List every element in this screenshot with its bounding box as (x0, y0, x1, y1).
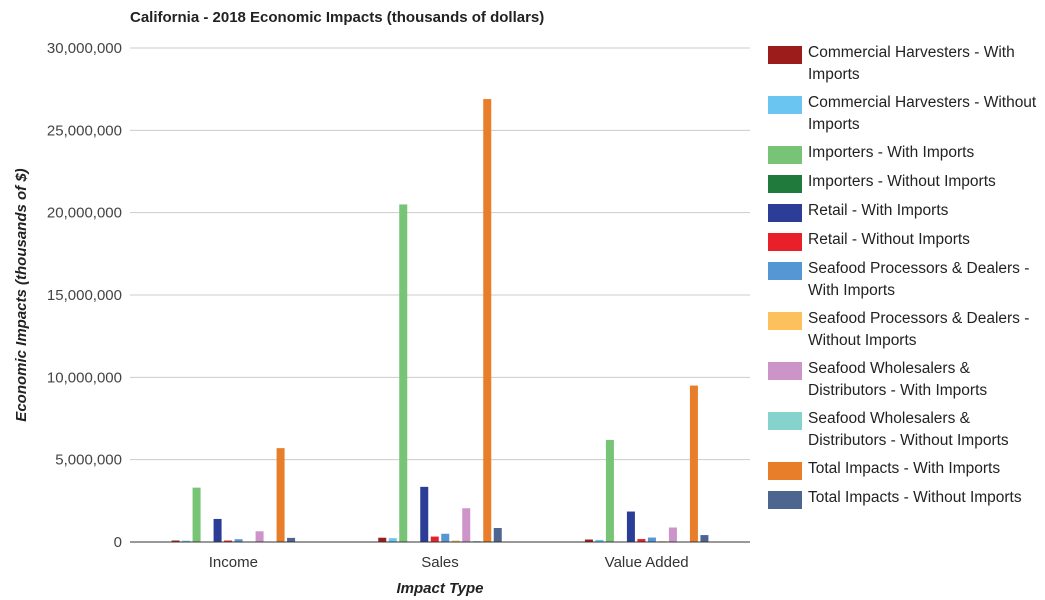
x-tick-label: Sales (421, 554, 459, 571)
legend-swatch (768, 362, 802, 380)
bar (182, 540, 191, 542)
legend-swatch (768, 262, 802, 280)
legend-swatch (768, 412, 802, 430)
legend-label: Importers - Without Imports (808, 173, 996, 190)
legend-label: Seafood Wholesalers & Distributors - Wit… (808, 360, 988, 399)
legend-item: Retail - With Imports (768, 200, 1043, 222)
legend-item: Seafood Processors & Dealers - With Impo… (768, 258, 1043, 302)
legend-label: Total Impacts - With Imports (808, 460, 1001, 477)
legend-swatch (768, 233, 802, 251)
x-axis-label: Impact Type (397, 580, 484, 597)
x-tick-label: Income (209, 554, 258, 571)
bar (192, 487, 201, 542)
bar (171, 540, 180, 542)
y-tick-label: 5,000,000 (55, 452, 122, 469)
legend-item: Importers - With Imports (768, 142, 1043, 164)
bar (430, 536, 439, 542)
legend-label: Commercial Harvesters - Without Imports (808, 94, 1037, 133)
legend-swatch (768, 96, 802, 114)
legend-swatch (768, 46, 802, 64)
bar (647, 537, 656, 542)
x-tick-label: Value Added (605, 554, 689, 571)
legend-item: Commercial Harvesters - With Imports (768, 42, 1043, 86)
bars (171, 99, 709, 543)
legend-label: Seafood Wholesalers & Distributors - Wit… (808, 410, 1009, 449)
bar (234, 539, 243, 542)
bar (584, 539, 593, 542)
legend-item: Commercial Harvesters - Without Imports (768, 92, 1043, 136)
y-tick-label: 20,000,000 (47, 205, 122, 222)
legend-item: Retail - Without Imports (768, 229, 1043, 251)
legend-label: Seafood Processors & Dealers - With Impo… (808, 260, 1030, 299)
legend: Commercial Harvesters - With Imports Comm… (768, 42, 1043, 516)
legend-label: Total Impacts - Without Imports (808, 489, 1022, 506)
legend-swatch (768, 491, 802, 509)
legend-label: Retail - With Imports (808, 202, 949, 219)
bar (378, 537, 387, 542)
bar (276, 448, 285, 542)
y-tick-label: 0 (114, 534, 122, 551)
legend-item: Seafood Wholesalers & Distributors - Wit… (768, 408, 1043, 452)
legend-label: Seafood Processors & Dealers - Without I… (808, 310, 1030, 349)
bar (420, 486, 429, 542)
bar (637, 539, 646, 542)
legend-label: Importers - With Imports (808, 144, 975, 161)
bar (213, 518, 222, 542)
bar (595, 539, 604, 542)
y-axis-ticks: 0 5,000,000 10,000,000 15,000,000 20,000,000… (47, 40, 122, 551)
bar (700, 535, 709, 542)
bar (388, 538, 397, 542)
bar (626, 511, 635, 542)
legend-swatch (768, 175, 802, 193)
grid-lines (130, 47, 750, 461)
bar (287, 537, 296, 542)
bar (668, 527, 677, 542)
bar (689, 385, 698, 542)
y-axis-label: Economic Impacts (thousands of $) (13, 168, 30, 421)
bar (399, 204, 408, 542)
bar (451, 540, 460, 542)
bar (483, 99, 492, 543)
chart-title: California - 2018 Economic Impacts (thou… (130, 9, 544, 26)
y-tick-label: 10,000,000 (47, 369, 122, 386)
legend-label: Commercial Harvesters - With Imports (808, 44, 1015, 83)
legend-swatch (768, 312, 802, 330)
bar (224, 540, 233, 542)
legend-item: Importers - Without Imports (768, 171, 1043, 193)
legend-item: Total Impacts - Without Imports (768, 487, 1043, 509)
legend-swatch (768, 146, 802, 164)
y-tick-label: 15,000,000 (47, 287, 122, 304)
x-axis-ticks: Income Sales Value Added (209, 554, 689, 571)
legend-item: Seafood Processors & Dealers - Without I… (768, 308, 1043, 352)
legend-item: Total Impacts - With Imports (768, 458, 1043, 480)
legend-label: Retail - Without Imports (808, 231, 970, 248)
bar (493, 528, 502, 542)
legend-swatch (768, 462, 802, 480)
bar (441, 533, 450, 542)
bar (605, 439, 614, 542)
legend-item: Seafood Wholesalers & Distributors - Wit… (768, 358, 1043, 402)
y-tick-label: 30,000,000 (47, 40, 122, 57)
legend-swatch (768, 204, 802, 222)
y-tick-label: 25,000,000 (47, 122, 122, 139)
bar (255, 531, 264, 542)
bar (462, 508, 471, 542)
